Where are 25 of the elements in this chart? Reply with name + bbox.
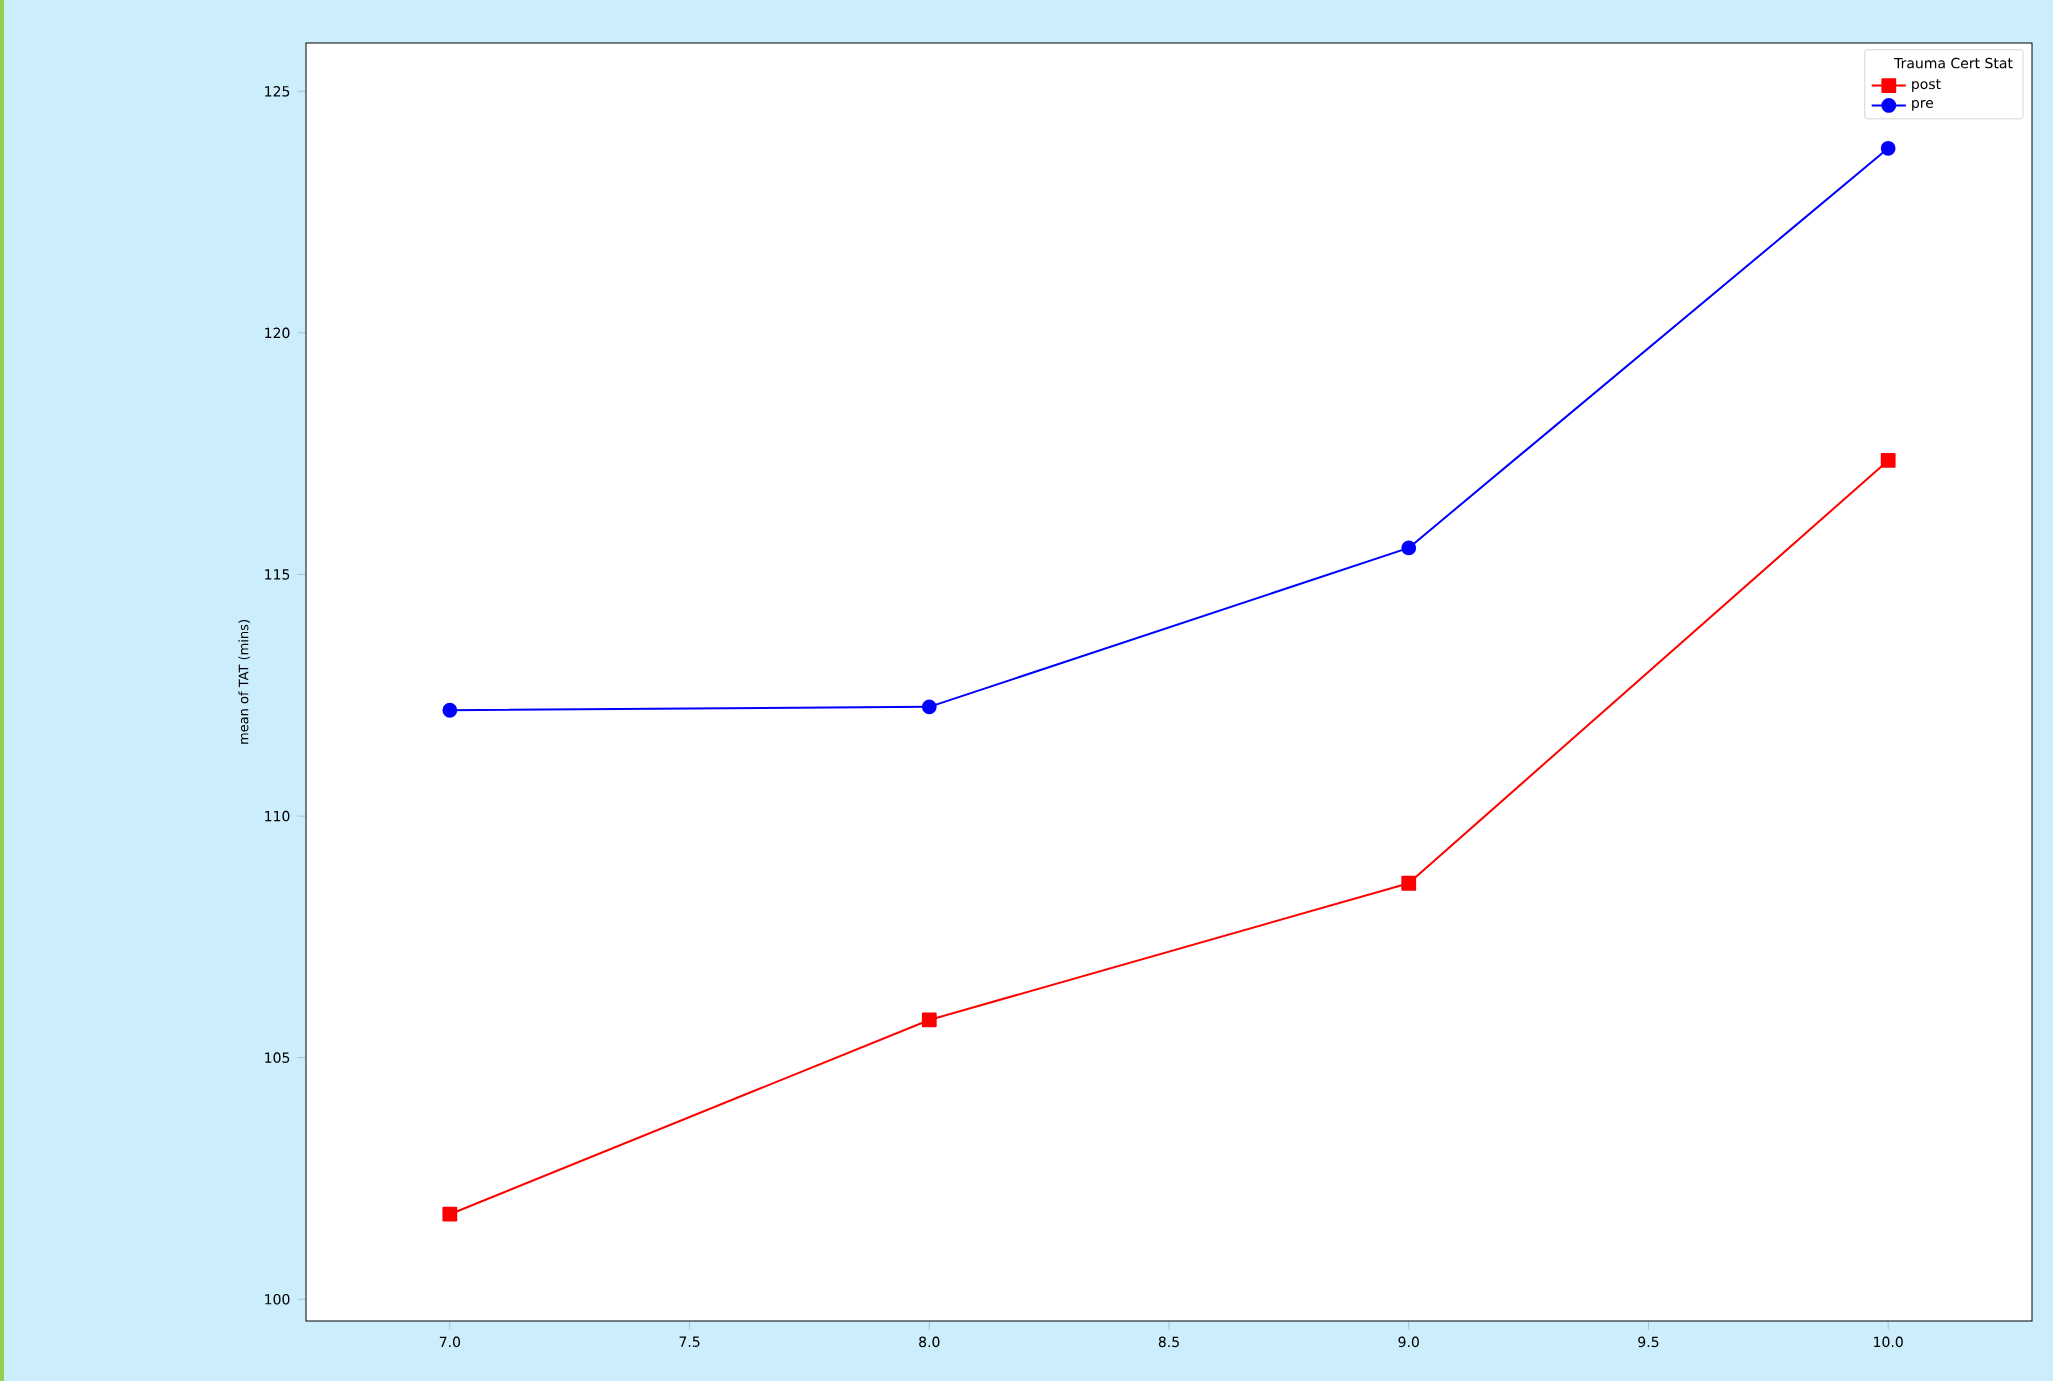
point xyxy=(1880,140,1896,156)
legend-title: Trauma Cert Stat xyxy=(1894,57,2013,69)
x-tick-label: 7.0 xyxy=(439,1336,461,1348)
point xyxy=(921,1012,937,1028)
x-tick-label: 9.5 xyxy=(1638,1336,1659,1348)
legend-label: post xyxy=(1912,79,1941,92)
point xyxy=(1401,875,1417,891)
y-tick-label: 125 xyxy=(265,86,290,97)
y-tick-label: 100 xyxy=(265,1293,290,1305)
point xyxy=(1880,453,1896,468)
point xyxy=(442,1206,458,1222)
point xyxy=(921,699,937,715)
y-axis-title: mean of TAT (mins) xyxy=(238,620,250,744)
legend-label: pre xyxy=(1912,100,1934,111)
y-tick-label: 115 xyxy=(265,569,290,580)
x-tick-label: 9.0 xyxy=(1398,1336,1419,1348)
x-tick-label: 8.5 xyxy=(1158,1336,1179,1348)
y-tick-label: 105 xyxy=(265,1052,290,1063)
x-tick-label: 7.5 xyxy=(679,1336,700,1347)
x-tick-label: 8.0 xyxy=(919,1336,940,1348)
x-tick-label: 10.0 xyxy=(1874,1336,1903,1348)
point xyxy=(1401,540,1417,556)
y-tick-label: 120 xyxy=(265,327,290,339)
y-tick-label: 110 xyxy=(265,810,290,822)
point xyxy=(442,702,458,718)
